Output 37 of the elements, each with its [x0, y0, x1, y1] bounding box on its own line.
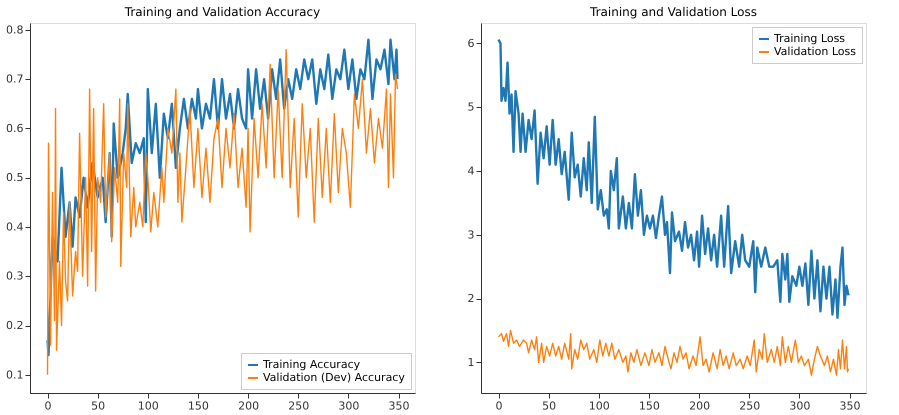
legend-label: Validation Loss [774, 45, 856, 58]
line-series [498, 330, 850, 376]
x-tick-label: 300 [789, 400, 810, 412]
x-tick-label: 50 [91, 400, 106, 412]
x-tick-label: 0 [44, 400, 52, 412]
legend-label: Training Loss [773, 32, 846, 45]
x-tick-label: 100 [588, 400, 610, 412]
y-tick-label: 4 [468, 164, 474, 178]
y-tick-label: 0.3 [6, 270, 24, 283]
y-tick-label: 0.7 [6, 72, 24, 86]
x-tick-label: 350 [388, 400, 410, 412]
x-tick-label: 50 [542, 400, 556, 412]
y-tick-label: 0.8 [6, 23, 24, 36]
legend-label: Training Accuracy [262, 358, 361, 371]
y-tick-label: 0.1 [6, 368, 24, 382]
x-tick-label: 0 [496, 400, 502, 412]
x-tick-label: 150 [188, 400, 209, 412]
x-tick-label: 350 [840, 400, 861, 412]
x-tick-label: 200 [689, 400, 710, 412]
chart-title: Training and Validation Loss [589, 5, 757, 19]
x-tick-label: 300 [338, 400, 360, 412]
x-tick-label: 200 [238, 400, 260, 412]
y-tick-label: 0.5 [6, 171, 24, 184]
y-tick-label: 0.6 [6, 122, 24, 135]
y-tick-label: 5 [468, 100, 474, 114]
y-tick-label: 6 [468, 36, 474, 50]
y-tick-label: 3 [468, 228, 474, 242]
x-tick-label: 250 [288, 400, 310, 412]
x-tick-label: 150 [638, 400, 660, 412]
x-tick-label: 100 [138, 400, 159, 412]
y-tick-label: 0.4 [6, 220, 24, 234]
y-tick-label: 1 [468, 356, 474, 369]
y-tick-label: 2 [468, 292, 474, 306]
y-tick-label: 0.2 [6, 319, 24, 332]
legend-label: Validation (Dev) Accuracy [263, 371, 406, 384]
chart-title: Training and Validation Accuracy [124, 5, 320, 19]
x-tick-label: 250 [739, 400, 760, 412]
